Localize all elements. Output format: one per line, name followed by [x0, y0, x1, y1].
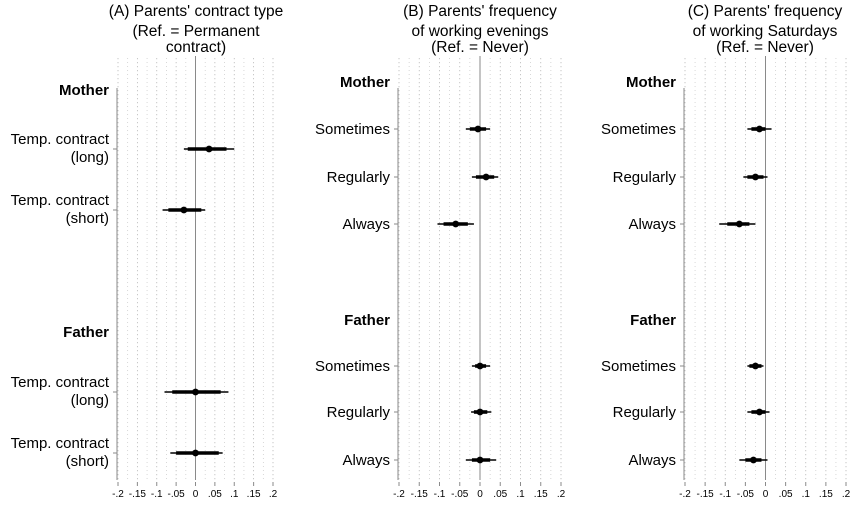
point-estimate	[192, 449, 199, 457]
panel-title-line: (Ref. = Never)	[431, 39, 529, 56]
point-estimate	[205, 145, 213, 153]
x-tick-label: 0	[193, 489, 199, 500]
point-estimate	[756, 408, 763, 416]
row-label: Sometimes	[601, 358, 676, 375]
row-label: Regularly	[327, 404, 391, 421]
point-estimate	[474, 125, 482, 133]
x-tick-label: .2	[842, 489, 850, 500]
row-label: (short)	[66, 210, 109, 227]
x-tick-label: .1	[802, 489, 811, 500]
row-label: (long)	[71, 392, 109, 409]
panel-title-line: (A) Parents' contract type	[109, 3, 283, 20]
row-label: Temp. contract	[11, 374, 110, 391]
x-tick-label: 0	[763, 489, 769, 500]
x-tick-label: .15	[534, 489, 548, 500]
row-label: Temp. contract	[11, 192, 110, 209]
point-estimate	[735, 220, 743, 228]
panel-title-line: (Ref. = Permanent	[132, 23, 260, 40]
group-label-father: Father	[63, 324, 109, 341]
x-tick-label: -.05	[168, 489, 186, 500]
x-tick-label: .15	[247, 489, 261, 500]
group-label-mother: Mother	[59, 82, 109, 99]
point-estimate	[750, 456, 757, 464]
row-label: Always	[628, 216, 676, 233]
x-tick-label: .05	[208, 489, 222, 500]
row-label: Regularly	[613, 169, 677, 186]
row-label: (long)	[71, 149, 109, 166]
x-tick-label: -.2	[679, 489, 691, 500]
x-tick-label: -.15	[697, 489, 715, 500]
row-label: Temp. contract	[11, 435, 110, 452]
point-estimate	[192, 388, 199, 396]
x-tick-label: .1	[516, 489, 525, 500]
row-label: Always	[628, 452, 676, 469]
x-tick-label: .2	[269, 489, 278, 500]
x-tick-label: -.1	[434, 489, 446, 500]
panel-b: (B) Parents' frequency of working evening…	[315, 3, 566, 500]
x-tick-label: -.05	[737, 489, 755, 500]
x-tick-label: -.1	[719, 489, 731, 500]
panel-title-line: of working Saturdays	[693, 23, 838, 40]
row-label: Always	[342, 452, 390, 469]
row-label: Always	[342, 216, 390, 233]
row-label: Regularly	[613, 404, 677, 421]
group-label-mother: Mother	[626, 74, 676, 91]
point-estimate	[476, 456, 484, 464]
x-tick-label: -.2	[112, 489, 124, 500]
panel-title-line: (B) Parents' frequency	[403, 3, 557, 20]
x-tick-label: -.2	[393, 489, 405, 500]
point-estimate	[476, 362, 484, 370]
panel-a: (A) Parents' contract type (Ref. = Perman…	[11, 3, 284, 500]
row-label: Sometimes	[315, 121, 390, 138]
x-tick-label: .1	[230, 489, 239, 500]
x-tick-label: -.1	[151, 489, 163, 500]
x-tick-label: 0	[477, 489, 483, 500]
panel-title-line: (C) Parents' frequency	[688, 3, 843, 20]
point-estimate	[452, 220, 460, 228]
row-label: Regularly	[327, 169, 391, 186]
point-estimate	[756, 125, 763, 133]
row-label: Temp. contract	[11, 131, 110, 148]
x-tick-label: .15	[819, 489, 833, 500]
panel-title-line: contract)	[166, 39, 226, 56]
group-label-father: Father	[344, 312, 390, 329]
point-estimate	[476, 408, 484, 416]
point-estimate	[752, 362, 759, 370]
x-tick-label: -.15	[129, 489, 147, 500]
x-tick-label: .05	[493, 489, 507, 500]
point-estimate	[180, 206, 188, 214]
row-label: (short)	[66, 453, 109, 470]
group-label-father: Father	[630, 312, 676, 329]
x-tick-label: .2	[557, 489, 566, 500]
point-estimate	[752, 173, 759, 181]
x-tick-label: -.15	[411, 489, 429, 500]
panel-c: (C) Parents' frequency of working Saturda…	[601, 3, 850, 500]
x-tick-label: .05	[779, 489, 793, 500]
group-label-mother: Mother	[340, 74, 390, 91]
panel-title-line: of working evenings	[412, 23, 549, 40]
row-label: Sometimes	[315, 358, 390, 375]
point-estimate	[482, 173, 490, 181]
x-tick-label: -.05	[451, 489, 469, 500]
row-label: Sometimes	[601, 121, 676, 138]
panel-title-line: (Ref. = Never)	[716, 39, 814, 56]
